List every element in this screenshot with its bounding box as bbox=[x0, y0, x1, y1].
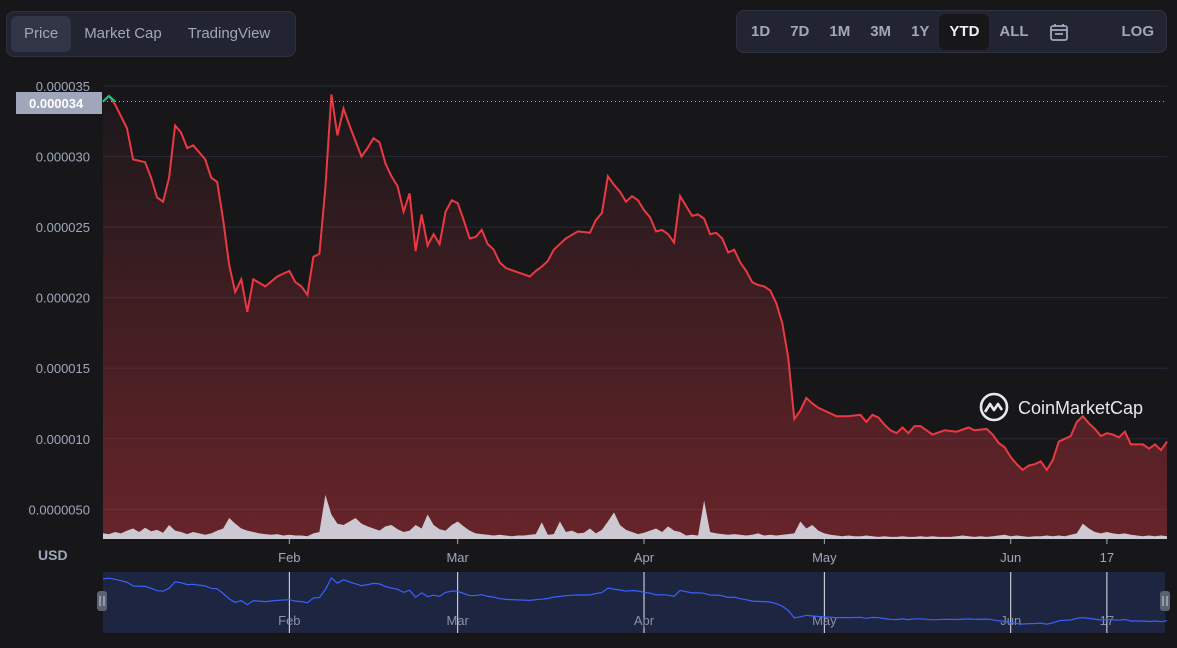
y-axis: 0.000035 0.000030 0.000025 0.000020 0.000015… bbox=[29, 79, 90, 517]
current-price-text: 0.000034 bbox=[29, 96, 84, 111]
y-tick-label: 0.000035 bbox=[36, 79, 90, 94]
x-tick-label: 17 bbox=[1100, 550, 1114, 565]
navigator-tick-label: Apr bbox=[634, 613, 655, 628]
range-1y-button[interactable]: 1Y bbox=[911, 22, 930, 40]
calendar-icon bbox=[1049, 23, 1068, 41]
log-scale-toggle[interactable]: LOG bbox=[1121, 23, 1155, 40]
y-tick-label: 0.000030 bbox=[36, 150, 90, 165]
price-area bbox=[103, 94, 1167, 539]
chart-type-tabs: Price Market Cap TradingView bbox=[6, 11, 296, 57]
x-tick-label: Mar bbox=[446, 550, 469, 565]
navigator-selection bbox=[103, 572, 1165, 633]
range-1d-button[interactable]: 1D bbox=[751, 22, 771, 40]
tab-price[interactable]: Price bbox=[11, 16, 72, 52]
x-tick-label: May bbox=[812, 550, 837, 565]
navigator-handle-right[interactable] bbox=[1160, 591, 1170, 611]
navigator-line bbox=[102, 577, 1168, 625]
range-1m-button[interactable]: 1M bbox=[829, 22, 851, 40]
x-axis: Feb Mar Apr May Jun 17 bbox=[278, 539, 1114, 565]
calendar-button[interactable] bbox=[1039, 14, 1079, 50]
coinmarketcap-logo-icon bbox=[979, 392, 1009, 422]
navigator-tick-label: May bbox=[812, 613, 837, 628]
range-all-button[interactable]: ALL bbox=[999, 22, 1029, 40]
navigator-handle-left[interactable] bbox=[97, 591, 107, 611]
navigator-tick-label: Mar bbox=[446, 613, 469, 628]
y-tick-label: 0.0000050 bbox=[29, 502, 90, 517]
currency-label: USD bbox=[38, 547, 68, 563]
range-3m-button[interactable]: 3M bbox=[870, 22, 892, 40]
time-range-selector: 1D 7D 1M 3M 1Y YTD ALL LOG bbox=[736, 10, 1167, 53]
navigator-tick-label: Feb bbox=[278, 613, 300, 628]
tab-tradingview[interactable]: TradingView bbox=[187, 25, 271, 42]
y-tick-label: 0.000010 bbox=[36, 432, 90, 447]
current-price-tag: 0.000034 bbox=[16, 92, 102, 114]
x-tick-label: Apr bbox=[634, 550, 655, 565]
navigator-tick-label: 17 bbox=[1100, 613, 1114, 628]
x-tick-label: Jun bbox=[1000, 550, 1021, 565]
range-7d-button[interactable]: 7D bbox=[790, 22, 810, 40]
x-tick-label: Feb bbox=[278, 550, 300, 565]
navigator-ticks: Feb Mar Apr May Jun 17 bbox=[278, 572, 1114, 633]
price-line-up bbox=[102, 95, 116, 103]
watermark: CoinMarketCap bbox=[979, 392, 1143, 422]
navigator[interactable]: Feb Mar Apr May Jun 17 bbox=[97, 572, 1170, 633]
y-tick-label: 0.000020 bbox=[36, 291, 90, 306]
tab-market-cap[interactable]: Market Cap bbox=[84, 25, 162, 42]
navigator-tick-label: Jun bbox=[1000, 613, 1021, 628]
price-line bbox=[102, 94, 1168, 472]
range-buttons: 1D 7D 1M 3M 1Y YTD ALL bbox=[741, 13, 1039, 50]
y-tick-label: 0.000025 bbox=[36, 220, 90, 235]
y-tick-label: 0.000015 bbox=[36, 361, 90, 376]
range-ytd-button[interactable]: YTD bbox=[939, 13, 990, 50]
volume-area bbox=[103, 494, 1167, 539]
watermark-text: CoinMarketCap bbox=[1018, 398, 1143, 418]
